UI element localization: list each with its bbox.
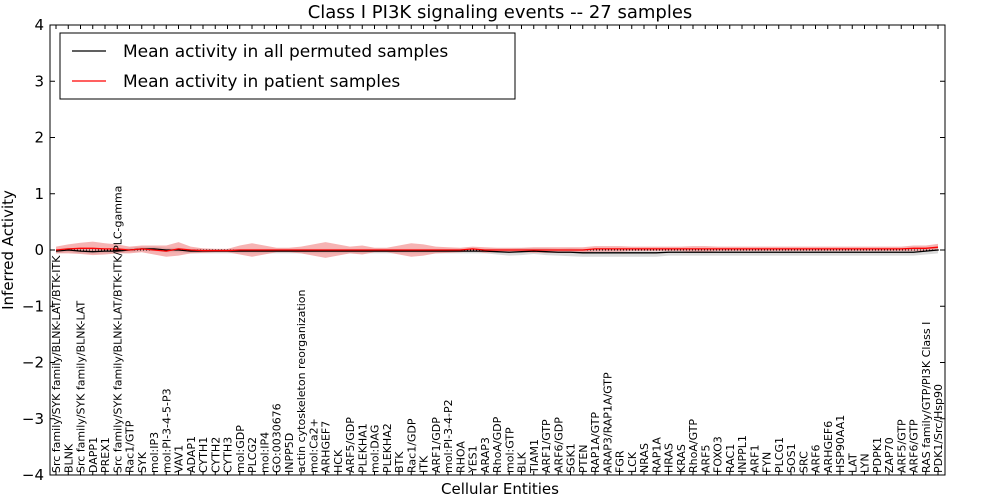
series-line-1: [55, 246, 939, 252]
y-tick-label: 2: [34, 129, 44, 147]
x-tick-label: mol:GDP: [234, 425, 247, 473]
x-tick-label: mol:PI-3-4-5-P3: [160, 388, 173, 473]
plot-area: −4 −3 −2 −1 0 1 2 3 4 Src family/SYK family/BLNK-…: [22, 16, 946, 484]
y-tick-label: 0: [34, 241, 44, 259]
x-tick-label: CYTH1: [197, 437, 210, 473]
x-tick-label: ARF1: [748, 445, 761, 474]
y-tick-label: 4: [34, 16, 44, 34]
y-tick-label: −3: [22, 410, 44, 428]
x-tick-label: Src family/SYK family/BLNK-LAT: [75, 300, 88, 473]
x-tick-label: mol:IP4: [258, 432, 271, 473]
x-tick-label: RAS family/GTP/PI3K Class I: [920, 322, 933, 473]
x-tick-label: SRC: [797, 451, 810, 473]
x-tick-label: PLCG2: [246, 437, 259, 473]
x-tick-label: ARF6/GTP: [908, 419, 921, 473]
chart-title: Class I PI3K signaling events -- 27 samp…: [308, 2, 693, 23]
x-tick-label: SGK1: [565, 443, 578, 473]
x-tick-label: INPP5D: [283, 433, 296, 473]
x-tick-label: ARF5: [699, 445, 712, 474]
x-tick-label: BLNK: [62, 443, 75, 473]
x-tick-label: PLEKHA1: [356, 423, 369, 473]
x-tick-label: PREX1: [99, 437, 112, 473]
x-tick-label: PDPK1: [871, 437, 884, 473]
x-tick-label: FOXO3: [712, 436, 725, 473]
x-tick-label: FGR: [614, 450, 627, 473]
x-tick-label: ARAP3/RAP1A/GTP: [601, 372, 614, 473]
x-tick-label: ITK: [418, 455, 431, 473]
x-tick-label: ADAP1: [185, 436, 198, 473]
x-tick-label: RAP1A: [650, 437, 663, 473]
x-tick-label: ARAP3: [479, 437, 492, 473]
x-tick-label: VAV1: [173, 445, 186, 473]
x-tick-label: Src family/SYK family/BLNK-LAT/BTK-ITK/P…: [111, 186, 124, 473]
x-tick-label: ARF1/GDP: [430, 417, 443, 473]
x-tick-label: HRAS: [663, 443, 676, 473]
x-tick-label: mol:GTP: [503, 427, 516, 473]
x-tick-label: RAC1: [724, 444, 737, 473]
x-tick-label: mol:PI-3-4-P2: [442, 399, 455, 473]
x-tick-label: ARF5/GTP: [895, 419, 908, 473]
legend-label-0: Mean activity in all permuted samples: [123, 42, 448, 62]
legend-box: [59, 32, 516, 100]
x-tick-label: RhoA/GTP: [687, 419, 700, 473]
x-tick-label: RAP1A/GTP: [589, 412, 602, 473]
x-tick-label: ARF1/GTP: [540, 419, 553, 473]
x-tick-label: Src family/SYK family/BLNK-LAT/BTK-ITK: [50, 255, 63, 473]
x-tick-label: RHOA: [454, 441, 467, 473]
x-tick-label: ARF6/GDP: [552, 417, 565, 473]
x-tick-label: ZAP70: [883, 437, 896, 473]
x-tick-label: LYN: [859, 453, 872, 473]
x-tick-label: NRAS: [638, 443, 651, 473]
x-tick-label: SOS1: [785, 443, 798, 473]
x-tick-label: Rac1/GDP: [405, 418, 418, 473]
x-tick-label: actin cytoskeleton reorganization: [295, 289, 308, 473]
legend-label-1: Mean activity in patient samples: [123, 72, 400, 92]
x-tick-label: BLK: [516, 451, 529, 473]
x-tick-label: HCK: [332, 449, 345, 473]
x-tick-label: SYK: [136, 451, 149, 473]
x-tick-label: ARF5/GDP: [344, 417, 357, 473]
x-tick-label: RhoA/GDP: [491, 416, 504, 473]
x-tick-label: INPPL1: [736, 435, 749, 473]
x-tick-label: mol:DAG: [369, 425, 382, 473]
x-tick-label: YES1: [467, 445, 480, 474]
x-tick-label: DAPP1: [87, 437, 100, 473]
x-tick-label: HSP90AA1: [834, 415, 847, 473]
x-tick-label: PDK1/Src/Hsp90: [932, 384, 945, 473]
y-tick-label: 3: [34, 72, 44, 90]
x-tick-label: CYTH2: [209, 437, 222, 473]
x-tick-label: mol:Ca2+: [307, 418, 320, 473]
x-tick-label: LCK: [626, 451, 639, 473]
x-tick-label: LAT: [846, 453, 859, 473]
x-tick-label: FYN: [761, 452, 774, 473]
x-tick-label: ARF6: [810, 445, 823, 474]
x-tick-label: mol:IP3: [148, 432, 161, 473]
x-tick-label: BTK: [393, 451, 406, 473]
y-tick-label: −2: [22, 354, 44, 372]
x-tick-label: TIAM1: [528, 439, 541, 474]
x-tick-label: KRAS: [675, 444, 688, 473]
x-tick-label: ARHGEF7: [320, 421, 333, 473]
x-tick-label: PLEKHA2: [381, 423, 394, 473]
x-tick-label: ARHGEF6: [822, 421, 835, 473]
x-axis-label: Cellular Entities: [441, 480, 559, 498]
x-tick-label: GO:0030676: [271, 403, 284, 473]
y-tick-label: −1: [22, 297, 44, 315]
x-tick-label: PTEN: [577, 444, 590, 473]
y-tick-label: 1: [34, 185, 44, 203]
y-tick-label: −4: [22, 466, 44, 484]
x-tick-label: Rac1/GTP: [124, 420, 137, 473]
y-axis-label: Inferred Activity: [0, 190, 17, 310]
x-tick-label: PLCG1: [773, 437, 786, 473]
x-tick-label: CYTH3: [222, 437, 235, 473]
